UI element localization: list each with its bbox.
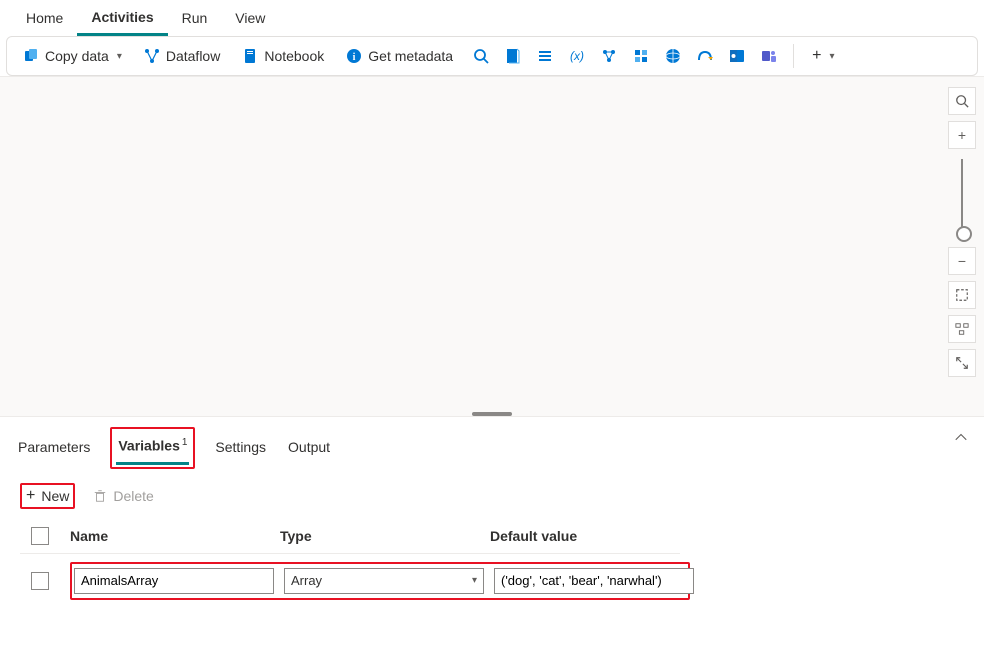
svg-text:(x): (x) bbox=[570, 49, 584, 63]
col-default: Default value bbox=[490, 528, 690, 544]
new-label: New bbox=[41, 488, 69, 504]
auto-align-button[interactable] bbox=[948, 315, 976, 343]
delete-variable-button[interactable]: Delete bbox=[93, 488, 153, 504]
col-name: Name bbox=[70, 528, 270, 544]
get-metadata-button[interactable]: i Get metadata bbox=[338, 44, 461, 68]
plus-icon: + bbox=[26, 487, 35, 505]
fullscreen-button[interactable] bbox=[948, 349, 976, 377]
tab-home[interactable]: Home bbox=[12, 2, 77, 34]
copy-data-icon bbox=[23, 48, 39, 64]
variable-type-select[interactable]: Array ▾ bbox=[284, 568, 484, 594]
plus-icon: + bbox=[812, 47, 821, 65]
add-activity-button[interactable]: + ▾ bbox=[804, 43, 842, 69]
teams-icon[interactable] bbox=[755, 42, 783, 70]
new-variable-button[interactable]: + New bbox=[26, 487, 69, 505]
variables-actions: + New Delete bbox=[0, 469, 984, 519]
tab-activities[interactable]: Activities bbox=[77, 1, 167, 36]
panel-tabs: Parameters Variables1 Settings Output bbox=[0, 417, 984, 469]
variable-icon[interactable]: (x) bbox=[563, 42, 591, 70]
zoom-slider[interactable] bbox=[961, 159, 963, 237]
notebook-label: Notebook bbox=[264, 48, 324, 64]
zoom-out-button[interactable]: − bbox=[948, 247, 976, 275]
variables-table: Name Type Default value Array ▾ bbox=[0, 519, 700, 608]
table-header: Name Type Default value bbox=[20, 519, 680, 554]
fit-screen-button[interactable] bbox=[948, 281, 976, 309]
lookup-icon[interactable] bbox=[467, 42, 495, 70]
tab-settings[interactable]: Settings bbox=[213, 433, 268, 463]
panel-resize-handle[interactable] bbox=[472, 412, 512, 416]
notebook-button[interactable]: Notebook bbox=[234, 44, 332, 68]
get-metadata-label: Get metadata bbox=[368, 48, 453, 64]
chevron-down-icon: ▾ bbox=[472, 575, 477, 586]
delete-label: Delete bbox=[113, 488, 153, 504]
toolbar-icon-row: (x) bbox=[467, 42, 783, 70]
tab-variables[interactable]: Variables1 bbox=[116, 431, 189, 465]
variable-default-input[interactable] bbox=[494, 568, 694, 594]
script-icon[interactable] bbox=[499, 42, 527, 70]
webhook-icon[interactable] bbox=[691, 42, 719, 70]
stored-proc-icon[interactable] bbox=[531, 42, 559, 70]
dataflow-label: Dataflow bbox=[166, 48, 220, 64]
select-all-checkbox[interactable] bbox=[31, 527, 49, 545]
chevron-down-icon: ▾ bbox=[117, 51, 122, 62]
variables-count-badge: 1 bbox=[182, 437, 188, 448]
info-icon: i bbox=[346, 48, 362, 64]
properties-panel: Parameters Variables1 Settings Output + … bbox=[0, 416, 984, 608]
top-tabs: Home Activities Run View bbox=[0, 0, 984, 36]
tab-run[interactable]: Run bbox=[168, 2, 222, 34]
tab-parameters[interactable]: Parameters bbox=[16, 433, 92, 463]
pipeline-canvas[interactable]: + − bbox=[0, 76, 984, 416]
dataflow-button[interactable]: Dataflow bbox=[136, 44, 228, 68]
canvas-tools: + − bbox=[948, 87, 976, 377]
copy-data-button[interactable]: Copy data ▾ bbox=[15, 44, 130, 68]
function-icon[interactable] bbox=[627, 42, 655, 70]
outlook-icon[interactable] bbox=[723, 42, 751, 70]
col-type: Type bbox=[280, 528, 480, 544]
svg-text:i: i bbox=[353, 52, 356, 63]
table-row: Array ▾ bbox=[20, 554, 680, 608]
collapse-panel-button[interactable] bbox=[954, 431, 968, 445]
canvas-search-button[interactable] bbox=[948, 87, 976, 115]
chevron-down-icon: ▾ bbox=[829, 51, 834, 62]
zoom-in-button[interactable]: + bbox=[948, 121, 976, 149]
dataflow-icon bbox=[144, 48, 160, 64]
trash-icon bbox=[93, 489, 107, 503]
toolbar-separator bbox=[793, 44, 794, 68]
row-checkbox[interactable] bbox=[31, 572, 49, 590]
copy-data-label: Copy data bbox=[45, 48, 109, 64]
variable-name-input[interactable] bbox=[74, 568, 274, 594]
tab-variables-label: Variables bbox=[118, 438, 180, 454]
web-icon[interactable] bbox=[659, 42, 687, 70]
activities-toolbar: Copy data ▾ Dataflow Notebook i Get meta… bbox=[6, 36, 978, 76]
notebook-icon bbox=[242, 48, 258, 64]
ml-icon[interactable] bbox=[595, 42, 623, 70]
type-value: Array bbox=[291, 573, 322, 588]
tab-view[interactable]: View bbox=[221, 2, 279, 34]
tab-output[interactable]: Output bbox=[286, 433, 332, 463]
